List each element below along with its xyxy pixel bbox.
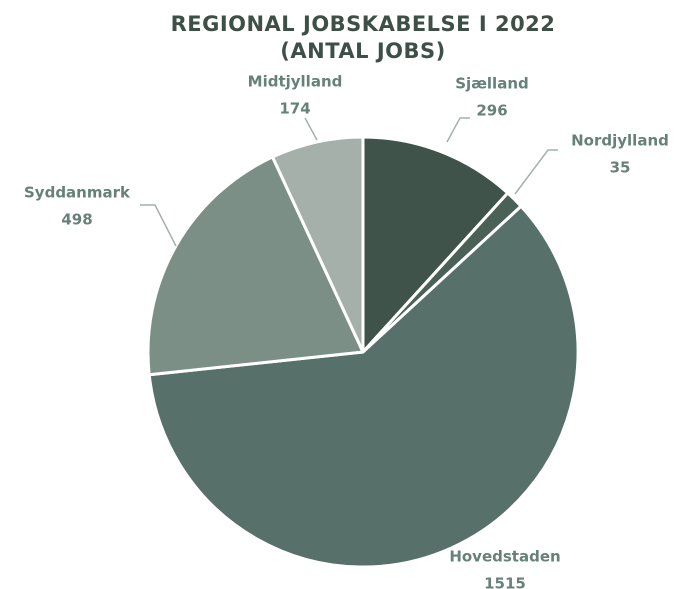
pie-slice (361, 135, 510, 354)
slice-label: Nordjylland (571, 132, 669, 150)
leader-line (140, 204, 177, 247)
pie-slice (147, 204, 580, 569)
slice-value: 35 (610, 159, 631, 177)
slice-value: 296 (476, 102, 507, 120)
slice-label: Hovedstaden (449, 548, 560, 566)
leader-line (446, 117, 470, 143)
slice-value: 498 (61, 211, 92, 229)
slice-value: 1515 (484, 575, 526, 589)
pie-slice (146, 155, 365, 377)
slice-label: Syddanmark (24, 184, 131, 202)
pie-slice (271, 135, 365, 354)
slice-label: Sjælland (455, 75, 528, 93)
chart-title: REGIONAL JOBSKABELSE I 2022 (171, 12, 556, 36)
slice-value: 174 (279, 100, 310, 118)
leader-line (304, 117, 318, 141)
slice-label: Midtjylland (248, 73, 343, 91)
chart-title: (ANTAL JOBS) (280, 39, 445, 63)
leader-line (514, 149, 558, 195)
